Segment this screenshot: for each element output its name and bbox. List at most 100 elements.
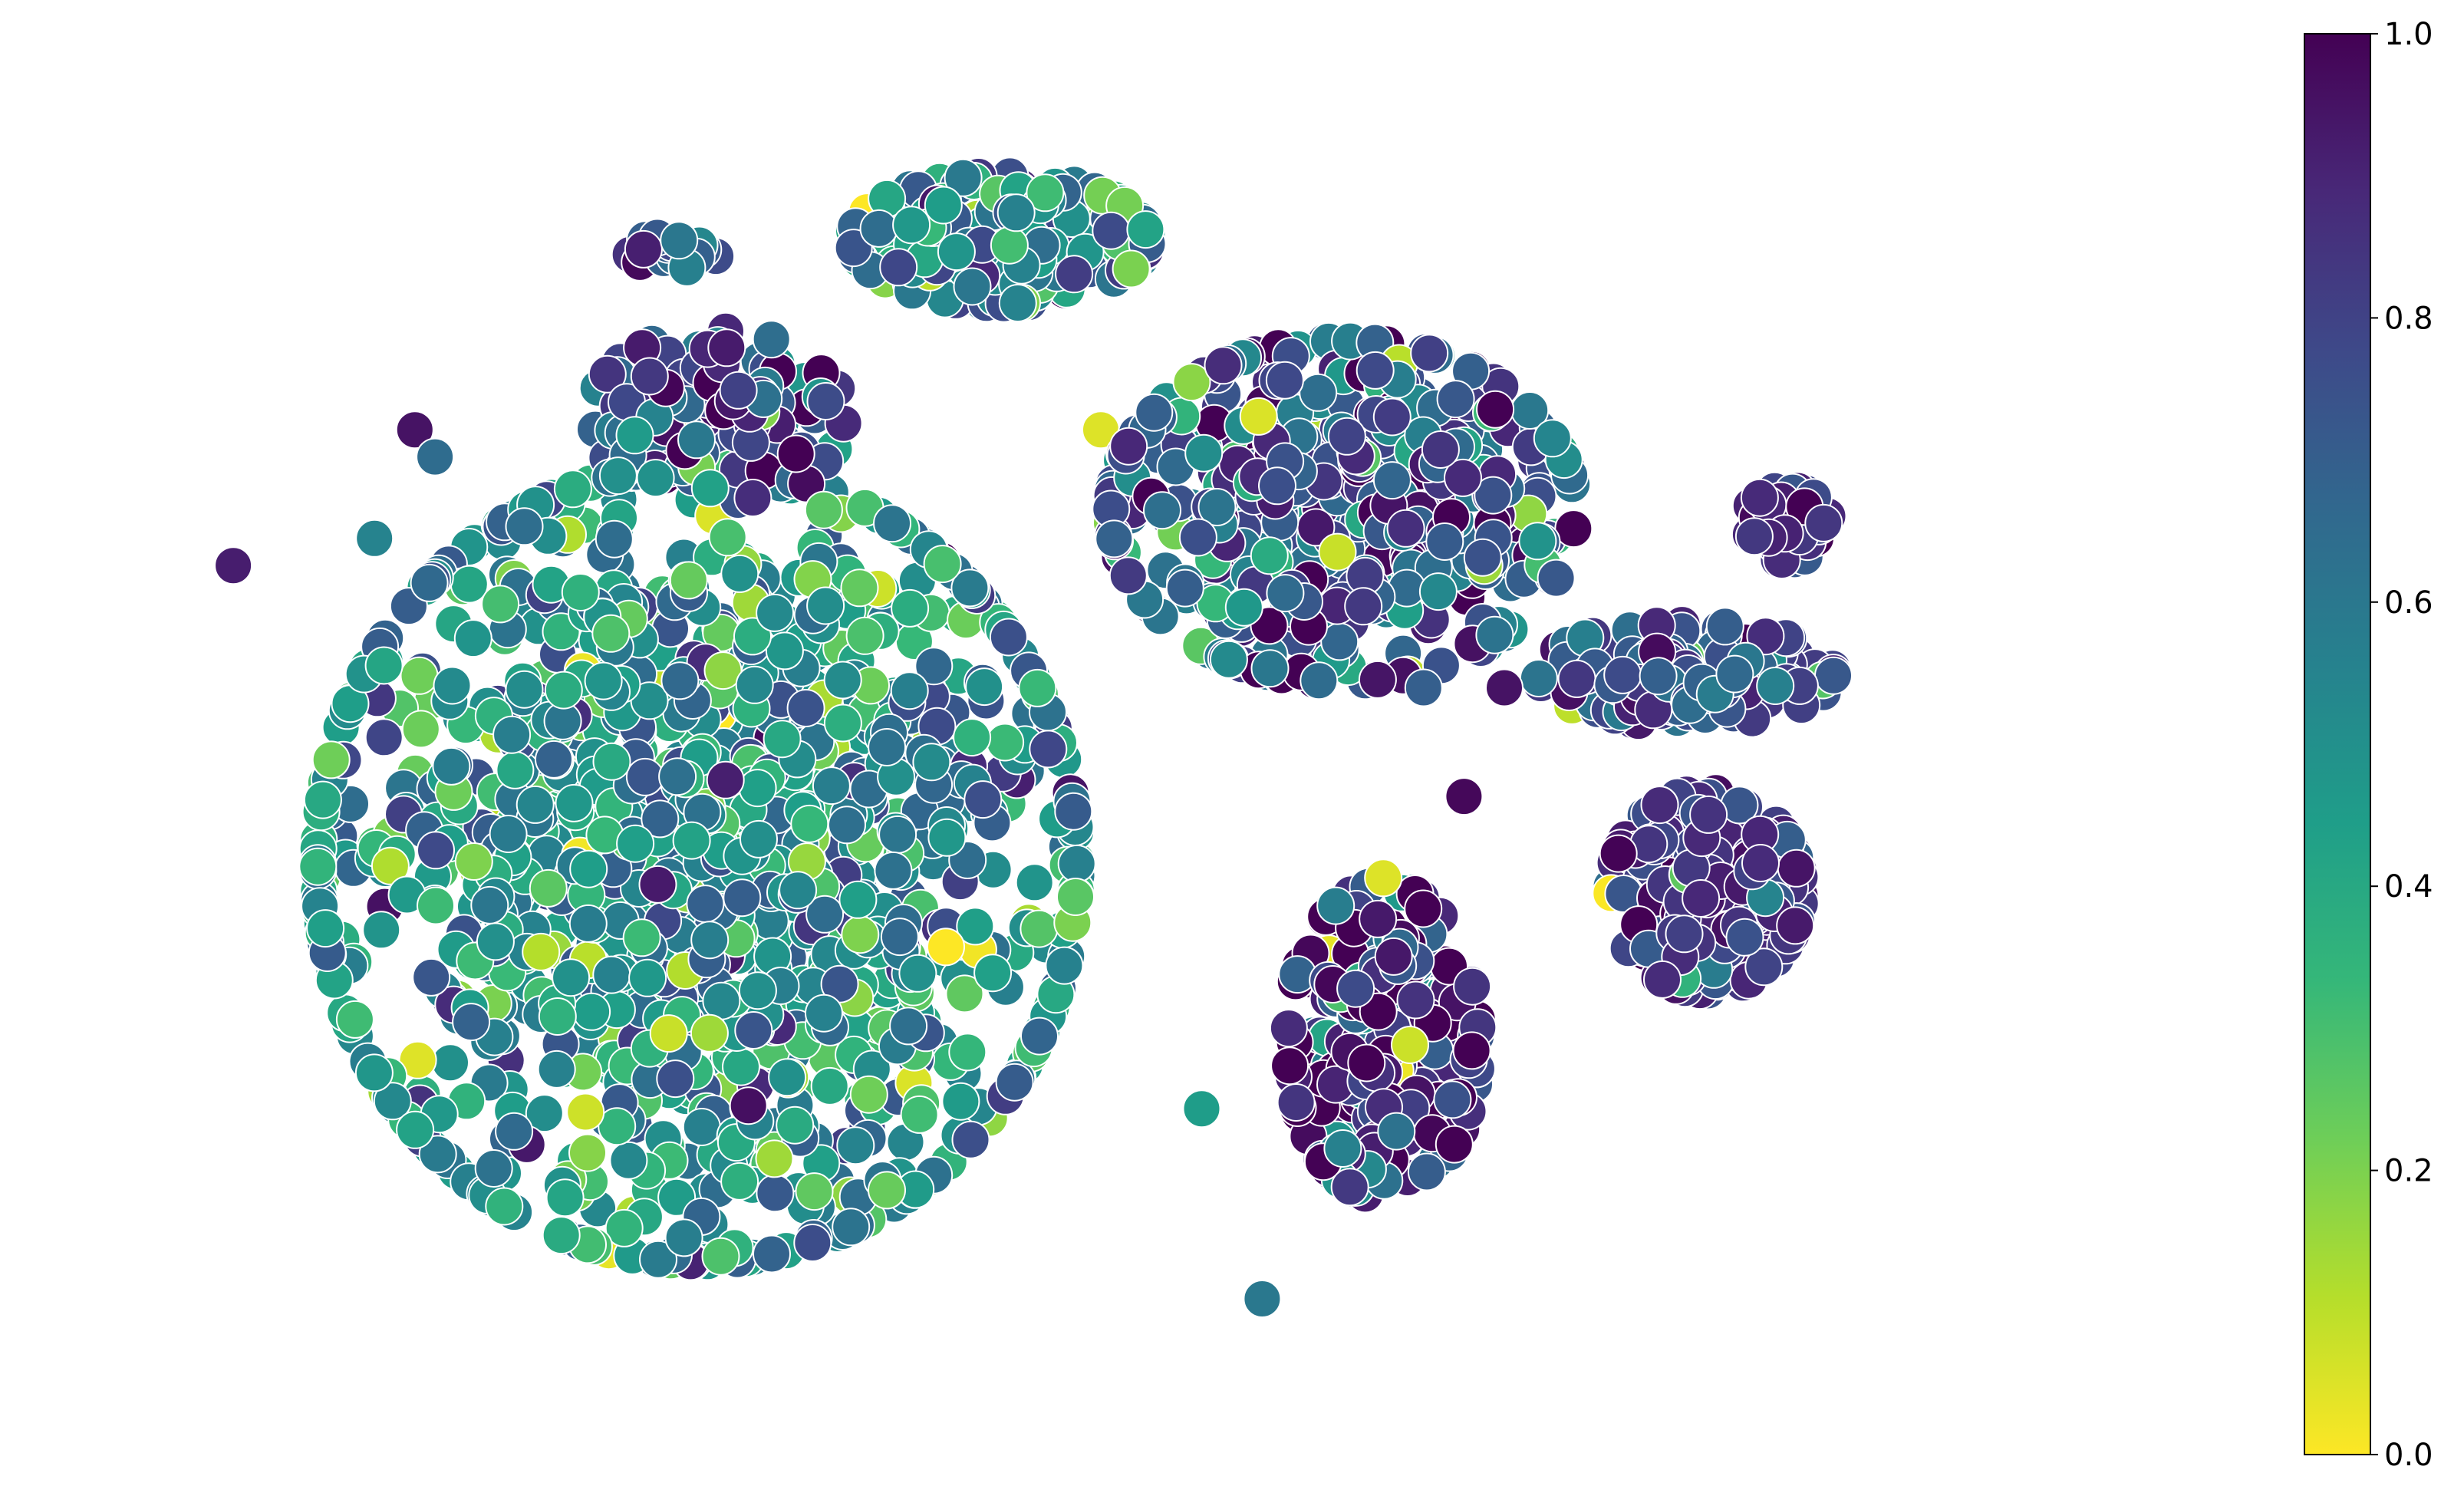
scatter-point <box>362 911 401 950</box>
scatter-point <box>733 617 772 656</box>
scatter-point <box>945 974 984 1013</box>
scatter-point <box>566 1092 605 1132</box>
scatter-point <box>720 554 759 593</box>
scatter-point <box>989 618 1028 657</box>
scatter-point <box>805 993 843 1033</box>
scatter-point <box>306 909 345 948</box>
scatter-point <box>401 710 440 749</box>
scatter-point <box>840 568 879 608</box>
scatter-point <box>1452 1031 1491 1070</box>
scatter-point <box>786 689 825 727</box>
scatter-point <box>592 742 631 781</box>
scatter-point <box>950 568 990 608</box>
scatter-point <box>1463 538 1502 577</box>
scatter-point <box>568 904 608 943</box>
scatter-point <box>1300 661 1339 700</box>
scatter-point <box>845 616 884 655</box>
scatter-point <box>495 1112 534 1151</box>
scatter-point <box>1377 1112 1416 1151</box>
scatter-point <box>505 507 544 546</box>
scatter-point <box>868 1171 906 1210</box>
scatter-point <box>630 357 669 396</box>
scatter-point <box>1814 656 1853 695</box>
scatter-point <box>1744 947 1784 987</box>
scatter-point <box>598 456 637 496</box>
scatter-point <box>944 158 983 197</box>
scatter-point <box>953 718 992 757</box>
scatter-point <box>1734 517 1774 556</box>
scatter-point <box>1054 792 1093 831</box>
scatter-point <box>879 248 918 287</box>
scatter-point <box>1056 878 1095 916</box>
scatter-point <box>396 1110 435 1149</box>
scatter-point <box>1776 906 1815 945</box>
scatter-point <box>765 631 804 671</box>
scatter-point <box>1126 210 1165 249</box>
scatter-point <box>1372 397 1412 437</box>
scatter-point <box>927 928 965 967</box>
scatter-point <box>889 1007 928 1046</box>
scatter-point <box>598 1107 637 1146</box>
scatter-point <box>924 186 963 225</box>
scatter-point <box>1433 1080 1472 1119</box>
scatter-point <box>1270 1046 1309 1086</box>
scatter-point <box>658 757 697 796</box>
scatter-point <box>364 646 404 685</box>
scatter-point <box>588 354 627 394</box>
scatter-point <box>1323 1129 1362 1168</box>
scatter-point <box>779 871 818 910</box>
scatter-point <box>973 954 1013 993</box>
scatter-point <box>1453 967 1492 1006</box>
scatter-point <box>1112 249 1151 288</box>
scatter-point <box>722 1047 760 1086</box>
scatter-point <box>1359 992 1398 1031</box>
scatter-point <box>660 661 700 700</box>
colorbar-tick-label: 0.2 <box>2384 1154 2433 1189</box>
scatter-point <box>1715 654 1754 694</box>
scatter-point <box>859 209 898 248</box>
scatter-point <box>756 1174 795 1213</box>
scatter-point <box>752 320 791 359</box>
scatter-point <box>496 750 535 789</box>
scatter-point <box>555 783 594 822</box>
scatter-point <box>516 785 555 824</box>
scatter-point <box>923 545 962 584</box>
scatter-point <box>522 932 561 971</box>
scatter-point <box>914 647 954 686</box>
scatter-point <box>1258 466 1296 506</box>
scatter-point <box>953 267 992 306</box>
scatter-point <box>1476 390 1515 429</box>
scatter-point <box>1172 363 1211 402</box>
scatter-point <box>701 1237 740 1276</box>
scatter-point <box>672 821 711 860</box>
scatter-point <box>628 958 667 997</box>
scatter-point <box>373 1082 412 1121</box>
scatter-point <box>706 760 745 799</box>
scatter-point <box>474 1149 513 1188</box>
scatter-point <box>1316 886 1356 925</box>
scatter-point <box>410 563 449 602</box>
scatter-point <box>584 661 623 700</box>
scatter-point <box>1557 659 1596 698</box>
scatter-point <box>996 193 1036 232</box>
scatter-point <box>595 519 634 559</box>
scatter-point <box>417 886 455 925</box>
scatter-point <box>723 878 762 918</box>
scatter-point <box>1407 1152 1446 1191</box>
scatter-point <box>641 799 680 839</box>
scatter-point <box>1639 657 1678 696</box>
scatter-point <box>354 1053 394 1092</box>
scatter-point <box>214 546 253 585</box>
scatter-point <box>1184 433 1224 473</box>
scatter-point <box>763 720 802 759</box>
scatter-point <box>609 1141 648 1180</box>
scatter-point <box>836 1126 875 1165</box>
scatter-point <box>900 1095 939 1134</box>
scatter-point <box>656 1059 695 1099</box>
scatter-point <box>686 885 725 924</box>
scatter-point <box>1665 914 1704 954</box>
scatter-point <box>1018 668 1057 707</box>
colorbar: 0.0 0.2 0.4 0.6 0.8 1.0 <box>2304 17 2433 1473</box>
scatter-point <box>1386 509 1425 548</box>
scatter-point <box>1404 668 1443 707</box>
